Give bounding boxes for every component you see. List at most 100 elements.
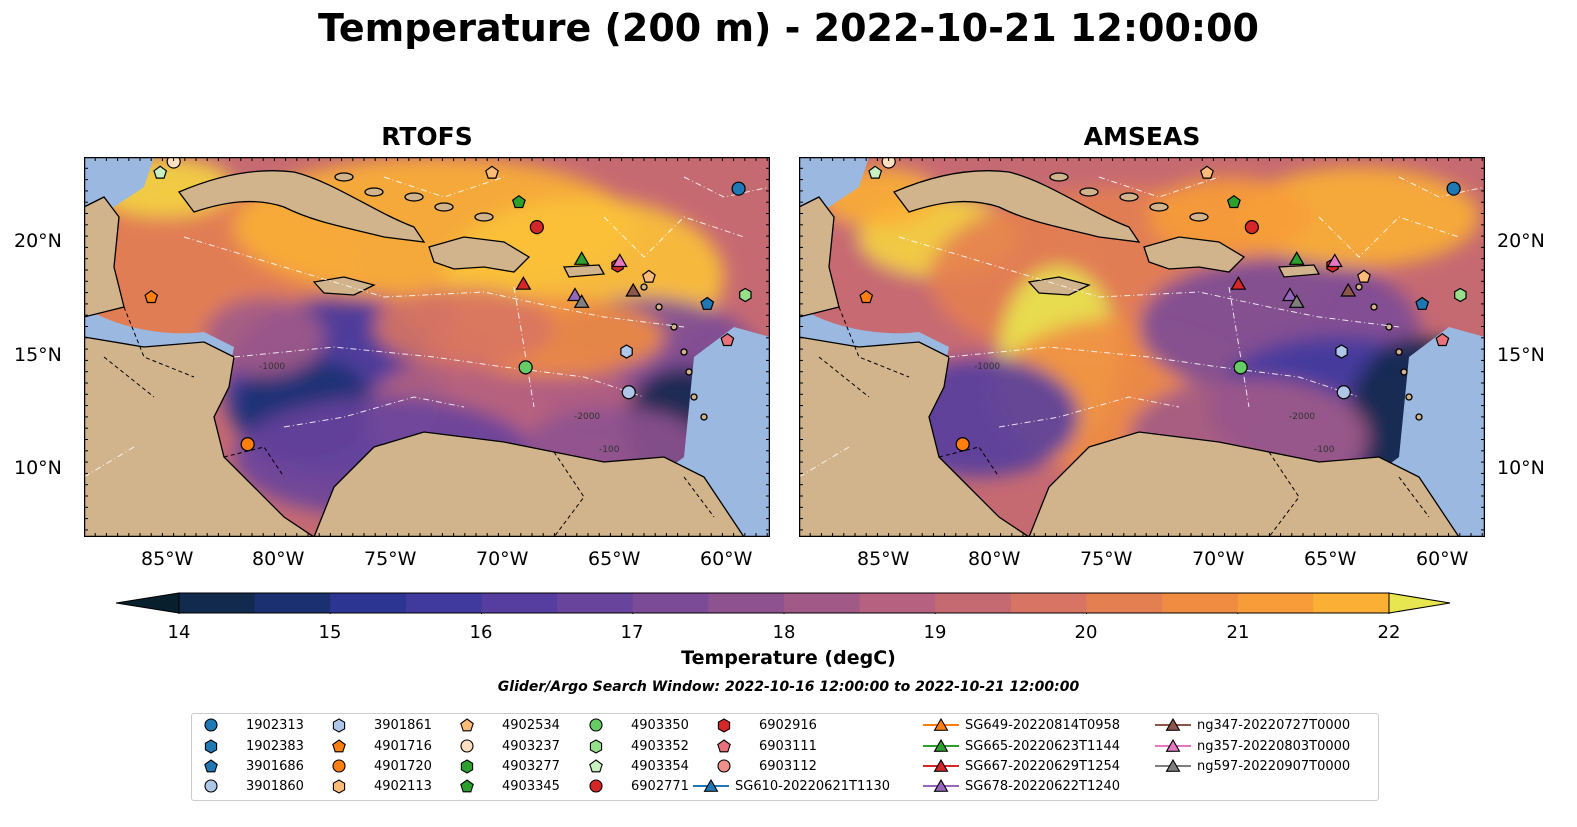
eez-boundary bbox=[948, 346, 1360, 398]
contour-label: -100 bbox=[599, 445, 620, 455]
colorbar-segment bbox=[1313, 593, 1390, 613]
glider-marker-ng597-20220907T0000[interactable] bbox=[573, 294, 590, 308]
land-island bbox=[1405, 393, 1413, 401]
land-bahamas bbox=[1149, 202, 1169, 212]
argo-marker-4902534[interactable] bbox=[1357, 269, 1371, 283]
argo-marker-4901720[interactable] bbox=[955, 437, 970, 452]
legend-marker bbox=[1155, 738, 1191, 752]
glider-marker-ng357-20220803T0000[interactable] bbox=[611, 253, 628, 268]
lon-tick-80w: 80°W bbox=[252, 548, 305, 570]
argo-marker-4901720[interactable] bbox=[240, 437, 255, 452]
legend-label: 4901716 bbox=[374, 739, 432, 754]
colorbar-tick: 22 bbox=[1377, 622, 1401, 643]
glider-marker-SG667-20220629T1254[interactable] bbox=[1230, 275, 1247, 290]
contour-label: -100 bbox=[1314, 445, 1335, 455]
argo-marker-4903354[interactable] bbox=[153, 165, 168, 179]
legend-label: 1902383 bbox=[246, 739, 304, 754]
contour-label: -2000 bbox=[1289, 412, 1315, 422]
argo-marker-4903350[interactable] bbox=[1233, 360, 1248, 375]
lon-tick-85w: 85°W bbox=[857, 548, 910, 570]
colorbar-segment bbox=[859, 593, 936, 613]
argo-marker-4903237[interactable] bbox=[881, 157, 896, 169]
legend: 1902313 1902383 3901686 3901860 3901861 49017… bbox=[191, 713, 1379, 801]
eez-boundary bbox=[683, 176, 770, 198]
eez-boundary bbox=[998, 396, 1180, 428]
legend-label: 3901686 bbox=[246, 759, 304, 774]
colorbar bbox=[116, 592, 1451, 614]
land-island bbox=[1355, 283, 1363, 291]
argo-marker-4903345[interactable] bbox=[511, 194, 526, 209]
country-border bbox=[838, 306, 910, 378]
land-yucatan bbox=[84, 196, 125, 318]
colorbar-extend-max bbox=[1388, 592, 1451, 614]
legend-label: 3901860 bbox=[246, 779, 304, 794]
panel-title-rtofs: RTOFS bbox=[381, 122, 473, 151]
glider-marker-ng597-20220907T0000[interactable] bbox=[1288, 294, 1305, 308]
argo-marker-4903354[interactable] bbox=[868, 165, 883, 179]
land-hispaniola bbox=[428, 236, 531, 273]
legend-marker bbox=[589, 779, 603, 793]
land-yucatan bbox=[799, 196, 840, 318]
legend-marker bbox=[460, 779, 474, 793]
argo-marker-4902534[interactable] bbox=[485, 165, 499, 179]
argo-marker-3901861[interactable] bbox=[620, 344, 633, 359]
eez-boundary bbox=[799, 446, 850, 478]
land-island bbox=[1370, 303, 1378, 311]
argo-marker-4901716[interactable] bbox=[144, 289, 159, 304]
glider-marker-SG678-20220622T1240[interactable] bbox=[566, 287, 583, 302]
legend-marker bbox=[204, 718, 218, 732]
glider-marker-ng347-20220727T0000[interactable] bbox=[1340, 282, 1357, 297]
legend-label: 1902313 bbox=[246, 718, 304, 733]
lat-tick-10n: 10°N bbox=[1497, 457, 1545, 479]
country-border bbox=[938, 446, 1000, 478]
argo-marker-3901861[interactable] bbox=[1335, 344, 1348, 359]
argo-marker-4903352[interactable] bbox=[1454, 287, 1467, 303]
glider-marker-ng357-20220803T0000[interactable] bbox=[1326, 253, 1343, 268]
argo-marker-3901686[interactable] bbox=[700, 296, 715, 310]
argo-marker-4901716[interactable] bbox=[859, 289, 874, 304]
argo-marker-3901686[interactable] bbox=[1415, 296, 1430, 310]
argo-marker-4902534[interactable] bbox=[642, 269, 656, 283]
eez-boundary bbox=[603, 216, 745, 258]
country-border bbox=[123, 306, 195, 378]
colorbar-segment bbox=[330, 593, 407, 613]
colorbar-segment bbox=[481, 593, 558, 613]
colorbar-tick: 16 bbox=[469, 622, 493, 643]
land-island bbox=[640, 283, 648, 291]
legend-label: 4901720 bbox=[374, 759, 432, 774]
legend-marker bbox=[717, 759, 731, 773]
glider-marker-SG678-20220622T1240[interactable] bbox=[1281, 287, 1298, 302]
glider-marker-SG665-20220623T1144[interactable] bbox=[573, 251, 590, 265]
argo-marker-3901860[interactable] bbox=[1336, 385, 1351, 400]
argo-marker-1902313[interactable] bbox=[731, 181, 746, 196]
glider-marker-ng347-20220727T0000[interactable] bbox=[625, 282, 642, 297]
panel-title-amseas: AMSEAS bbox=[1083, 122, 1201, 151]
argo-marker-1902313[interactable] bbox=[1446, 181, 1461, 196]
argo-marker-6903111[interactable] bbox=[720, 332, 735, 347]
search-window-text: Glider/Argo Search Window: 2022-10-16 12… bbox=[497, 679, 1080, 695]
land-island bbox=[655, 303, 663, 311]
land-island bbox=[1400, 368, 1408, 376]
argo-marker-6902771[interactable] bbox=[529, 220, 544, 235]
argo-marker-4903345[interactable] bbox=[1226, 194, 1241, 209]
argo-marker-6903111[interactable] bbox=[1435, 332, 1450, 347]
argo-marker-6902771[interactable] bbox=[1244, 220, 1259, 235]
argo-marker-4903350[interactable] bbox=[518, 360, 533, 375]
argo-marker-3901860[interactable] bbox=[621, 385, 636, 400]
colorbar-extend-min bbox=[116, 592, 180, 614]
argo-marker-4903237[interactable] bbox=[166, 157, 181, 169]
argo-marker-4902534[interactable] bbox=[1200, 165, 1214, 179]
map-frame bbox=[84, 157, 770, 537]
legend-marker bbox=[923, 778, 959, 792]
legend-label: 4902113 bbox=[374, 779, 432, 794]
country-border bbox=[1398, 476, 1430, 518]
glider-marker-SG667-20220629T1254[interactable] bbox=[515, 275, 532, 290]
land-island bbox=[690, 393, 698, 401]
legend-marker bbox=[923, 758, 959, 772]
glider-marker-SG665-20220623T1144[interactable] bbox=[1288, 251, 1305, 265]
map-rtofs[interactable]: -1000 -2000 -100 bbox=[84, 157, 770, 537]
argo-marker-4903352[interactable] bbox=[739, 287, 752, 303]
country-border bbox=[683, 476, 715, 518]
colorbar-tick: 17 bbox=[620, 622, 644, 643]
map-amseas[interactable]: -1000 -2000 -100 bbox=[799, 157, 1485, 537]
